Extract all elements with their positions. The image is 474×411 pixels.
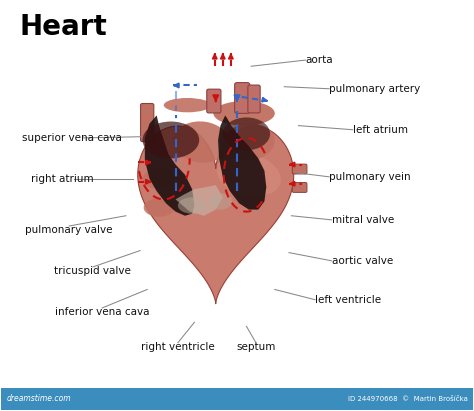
Polygon shape [175,185,223,216]
Text: pulmonary artery: pulmonary artery [329,84,420,94]
Ellipse shape [173,121,230,163]
FancyBboxPatch shape [292,164,307,174]
Polygon shape [218,115,266,210]
Text: aortic valve: aortic valve [331,256,393,266]
FancyBboxPatch shape [292,182,307,192]
Polygon shape [145,115,194,216]
Ellipse shape [143,122,199,158]
Ellipse shape [144,199,174,217]
Polygon shape [138,126,294,304]
Ellipse shape [217,153,281,196]
Ellipse shape [164,98,211,112]
FancyBboxPatch shape [207,89,221,113]
FancyBboxPatch shape [141,104,154,142]
Ellipse shape [213,101,275,126]
Text: dreamstime.com: dreamstime.com [6,394,71,403]
Text: left atrium: left atrium [353,125,408,135]
Text: tricuspid valve: tricuspid valve [55,266,131,276]
Text: left ventricle: left ventricle [315,295,381,305]
Ellipse shape [223,118,270,150]
Text: right atrium: right atrium [31,174,94,184]
Ellipse shape [223,123,274,161]
Text: inferior vena cava: inferior vena cava [55,307,150,317]
Bar [0,388,474,410]
Text: septum: septum [236,342,275,352]
FancyBboxPatch shape [235,83,250,113]
Text: pulmonary valve: pulmonary valve [26,225,113,235]
Text: aorta: aorta [306,55,333,65]
Text: pulmonary vein: pulmonary vein [329,172,411,182]
Text: ID 244970668  ©  Martin Brošíčka: ID 244970668 © Martin Brošíčka [348,396,468,402]
Ellipse shape [143,169,175,189]
Text: mitral valve: mitral valve [331,215,394,225]
Ellipse shape [209,193,232,210]
Text: Heart: Heart [19,13,107,41]
FancyBboxPatch shape [248,85,260,113]
Text: superior vena cava: superior vena cava [22,133,122,143]
Text: right ventricle: right ventricle [141,342,215,352]
Ellipse shape [178,197,206,214]
